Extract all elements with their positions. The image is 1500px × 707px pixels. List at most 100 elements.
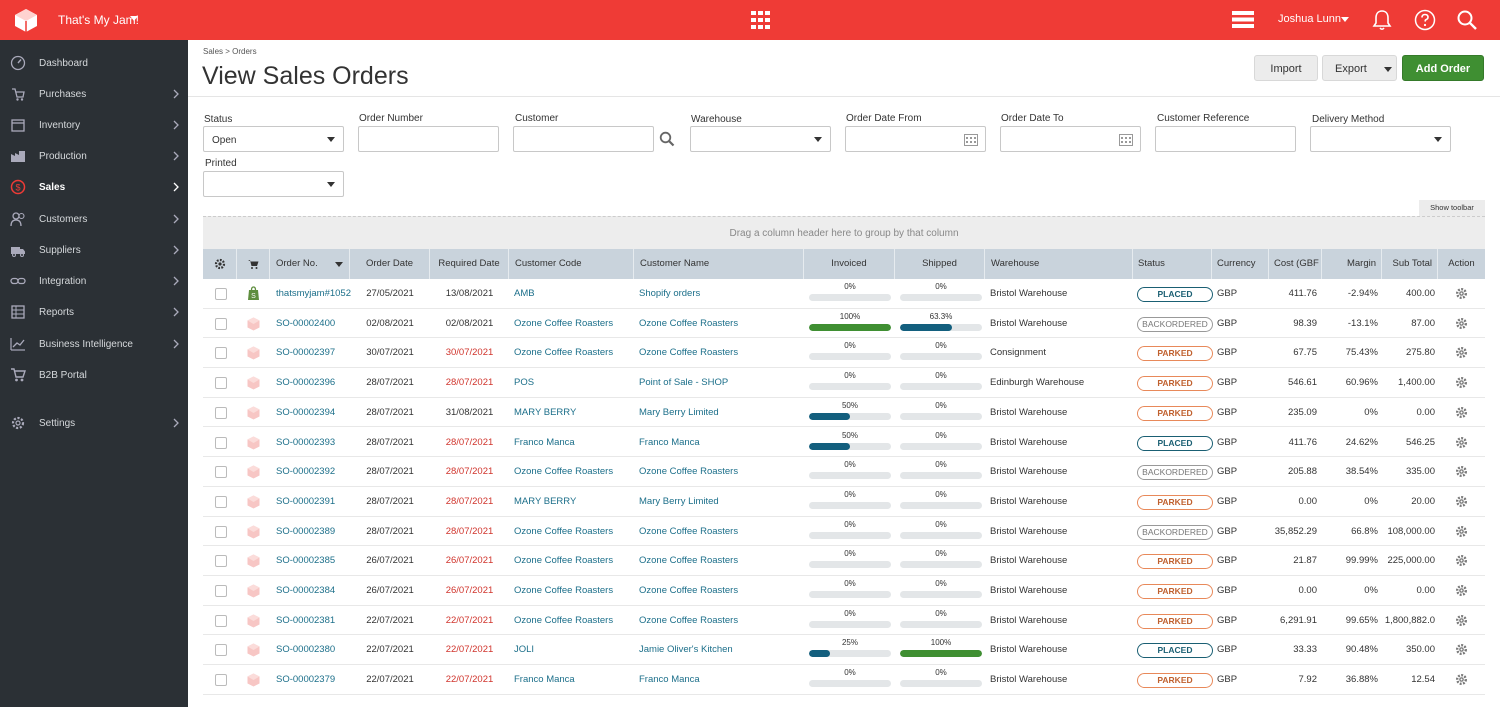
bell-icon[interactable] [1372,9,1392,31]
customer-name-column-header[interactable]: Customer Name [634,249,804,279]
order-no-link[interactable]: SO-00002381 [276,614,336,626]
order-no-link[interactable]: SO-00002391 [276,495,336,507]
sidebar-item-settings[interactable]: Settings [0,409,188,437]
order-no-link[interactable]: thatsmyjam#1052 [276,288,351,299]
row-select-checkbox[interactable] [215,288,227,300]
order-date-column-header[interactable]: Order Date [350,249,430,279]
table-row[interactable]: SO-00002385 26/07/2021 26/07/2021 Ozone Cof… [203,546,1485,576]
order-no-link[interactable]: SO-00002389 [276,525,336,537]
app-title[interactable]: That's My Jam! [58,13,139,27]
printed-select[interactable] [203,171,344,197]
customer-name-link[interactable]: Ozone Coffee Roasters [639,555,739,567]
customer-code-link[interactable]: Ozone Coffee Roasters [514,525,614,537]
row-select-checkbox[interactable] [215,674,227,687]
table-row[interactable]: SO-00002391 28/07/2021 28/07/2021 MARY BERR… [203,487,1485,517]
order-no-link[interactable]: SO-00002397 [276,347,336,359]
invoiced-column-header[interactable]: Invoiced [804,249,895,279]
gear-icon[interactable] [1455,554,1468,567]
user-menu[interactable]: Joshua Lunn [1278,13,1341,25]
row-select-checkbox[interactable] [215,317,227,330]
sidebar-item-b2b-portal[interactable]: B2B Portal [0,361,188,389]
calendar-icon[interactable] [1119,133,1133,146]
customer-name-link[interactable]: Mary Berry Limited [639,406,719,418]
table-row[interactable]: SO-00002400 02/08/2021 02/08/2021 Ozone Cof… [203,309,1485,339]
breadcrumb[interactable]: Sales > Orders [203,47,257,56]
sidebar-item-sales[interactable]: $ Sales [0,173,188,201]
user-menu-chevron-down-icon[interactable] [1341,17,1349,22]
gear-icon[interactable] [1455,614,1468,627]
gear-icon[interactable] [1455,376,1468,389]
customer-name-link[interactable]: Franco Manca [639,436,700,448]
export-button[interactable]: Export [1322,55,1397,81]
row-select-checkbox[interactable] [215,466,227,479]
status-column-header[interactable]: Status [1133,249,1212,279]
app-logo-icon[interactable] [13,7,39,33]
customer-code-link[interactable]: Ozone Coffee Roasters [514,317,614,329]
shipped-column-header[interactable]: Shipped [895,249,985,279]
customer-name-link[interactable]: Jamie Oliver's Kitchen [639,644,733,656]
customer-code-link[interactable]: POS [514,377,535,389]
customer-name-link[interactable]: Ozone Coffee Roasters [639,614,739,626]
sidebar-item-dashboard[interactable]: Dashboard [0,49,188,77]
gear-icon[interactable] [1455,643,1468,656]
customer-name-link[interactable]: Mary Berry Limited [639,495,719,507]
table-row[interactable]: SO-00002393 28/07/2021 28/07/2021 Franco Ma… [203,428,1485,458]
customer-code-link[interactable]: Ozone Coffee Roasters [514,347,614,359]
row-select-checkbox[interactable] [215,377,227,390]
table-row[interactable]: SO-00002397 30/07/2021 30/07/2021 Ozone Cof… [203,338,1485,369]
customer-code-link[interactable]: MARY BERRY [514,406,577,418]
order-no-link[interactable]: SO-00002400 [276,317,336,329]
row-select-checkbox[interactable] [215,347,227,360]
column-settings-header[interactable] [203,249,237,279]
sidebar-item-production[interactable]: Production [0,142,188,170]
customer-code-column-header[interactable]: Customer Code [509,249,634,279]
customer-name-link[interactable]: Ozone Coffee Roasters [639,347,739,359]
customer-name-link[interactable]: Shopify orders [639,288,701,299]
currency-column-header[interactable]: Currency [1212,249,1269,279]
gear-icon[interactable] [1455,465,1468,478]
customer-code-link[interactable]: AMB [514,288,535,299]
order-number-input[interactable] [358,126,499,152]
group-by-drop-zone[interactable]: Drag a column header here to group by th… [203,216,1485,249]
order-no-link[interactable]: SO-00002384 [276,585,336,596]
app-switch-chevron-down-icon[interactable] [130,16,138,21]
sidebar-item-customers[interactable]: Customers [0,205,188,233]
customer-search-icon[interactable] [659,131,675,147]
customer-name-link[interactable]: Franco Manca [639,674,700,686]
order-no-link[interactable]: SO-00002396 [276,377,336,389]
customer-code-link[interactable]: JOLI [514,644,535,656]
gear-icon[interactable] [1455,495,1468,508]
list-view-icon[interactable] [1232,11,1254,28]
customer-name-link[interactable]: Ozone Coffee Roasters [639,466,739,478]
gear-icon[interactable] [1455,525,1468,538]
row-select-checkbox[interactable] [215,585,227,597]
order-no-link[interactable]: SO-00002393 [276,436,336,448]
table-row[interactable]: SO-00002394 28/07/2021 31/08/2021 MARY BERR… [203,398,1485,428]
order-date-from-input[interactable] [845,126,986,152]
customer-code-link[interactable]: Ozone Coffee Roasters [514,555,614,567]
row-select-checkbox[interactable] [215,495,227,508]
customer-input[interactable] [513,126,654,152]
row-select-checkbox[interactable] [215,406,227,419]
customer-code-link[interactable]: MARY BERRY [514,495,577,507]
table-row[interactable]: SO-00002392 28/07/2021 28/07/2021 Ozone Cof… [203,457,1485,487]
gear-icon[interactable] [1455,287,1468,300]
row-select-checkbox[interactable] [215,555,227,568]
help-icon[interactable] [1414,9,1436,31]
search-icon[interactable] [1456,9,1478,31]
gear-icon[interactable] [1455,673,1468,686]
apps-grid-icon[interactable] [751,11,771,29]
delivery-method-select[interactable] [1310,126,1451,152]
margin-column-header[interactable]: Margin [1322,249,1382,279]
sidebar-item-purchases[interactable]: Purchases [0,80,188,108]
table-row[interactable]: SO-00002381 22/07/2021 22/07/2021 Ozone Cof… [203,606,1485,636]
row-select-checkbox[interactable] [215,436,227,449]
row-select-checkbox[interactable] [215,525,227,538]
order-no-link[interactable]: SO-00002392 [276,466,336,478]
sidebar-item-reports[interactable]: Reports [0,298,188,326]
show-toolbar-button[interactable]: Show toolbar [1419,200,1485,216]
gear-icon[interactable] [1455,406,1468,419]
sidebar-item-business-intelligence[interactable]: Business Intelligence [0,330,188,358]
customer-code-link[interactable]: Ozone Coffee Roasters [514,466,614,478]
